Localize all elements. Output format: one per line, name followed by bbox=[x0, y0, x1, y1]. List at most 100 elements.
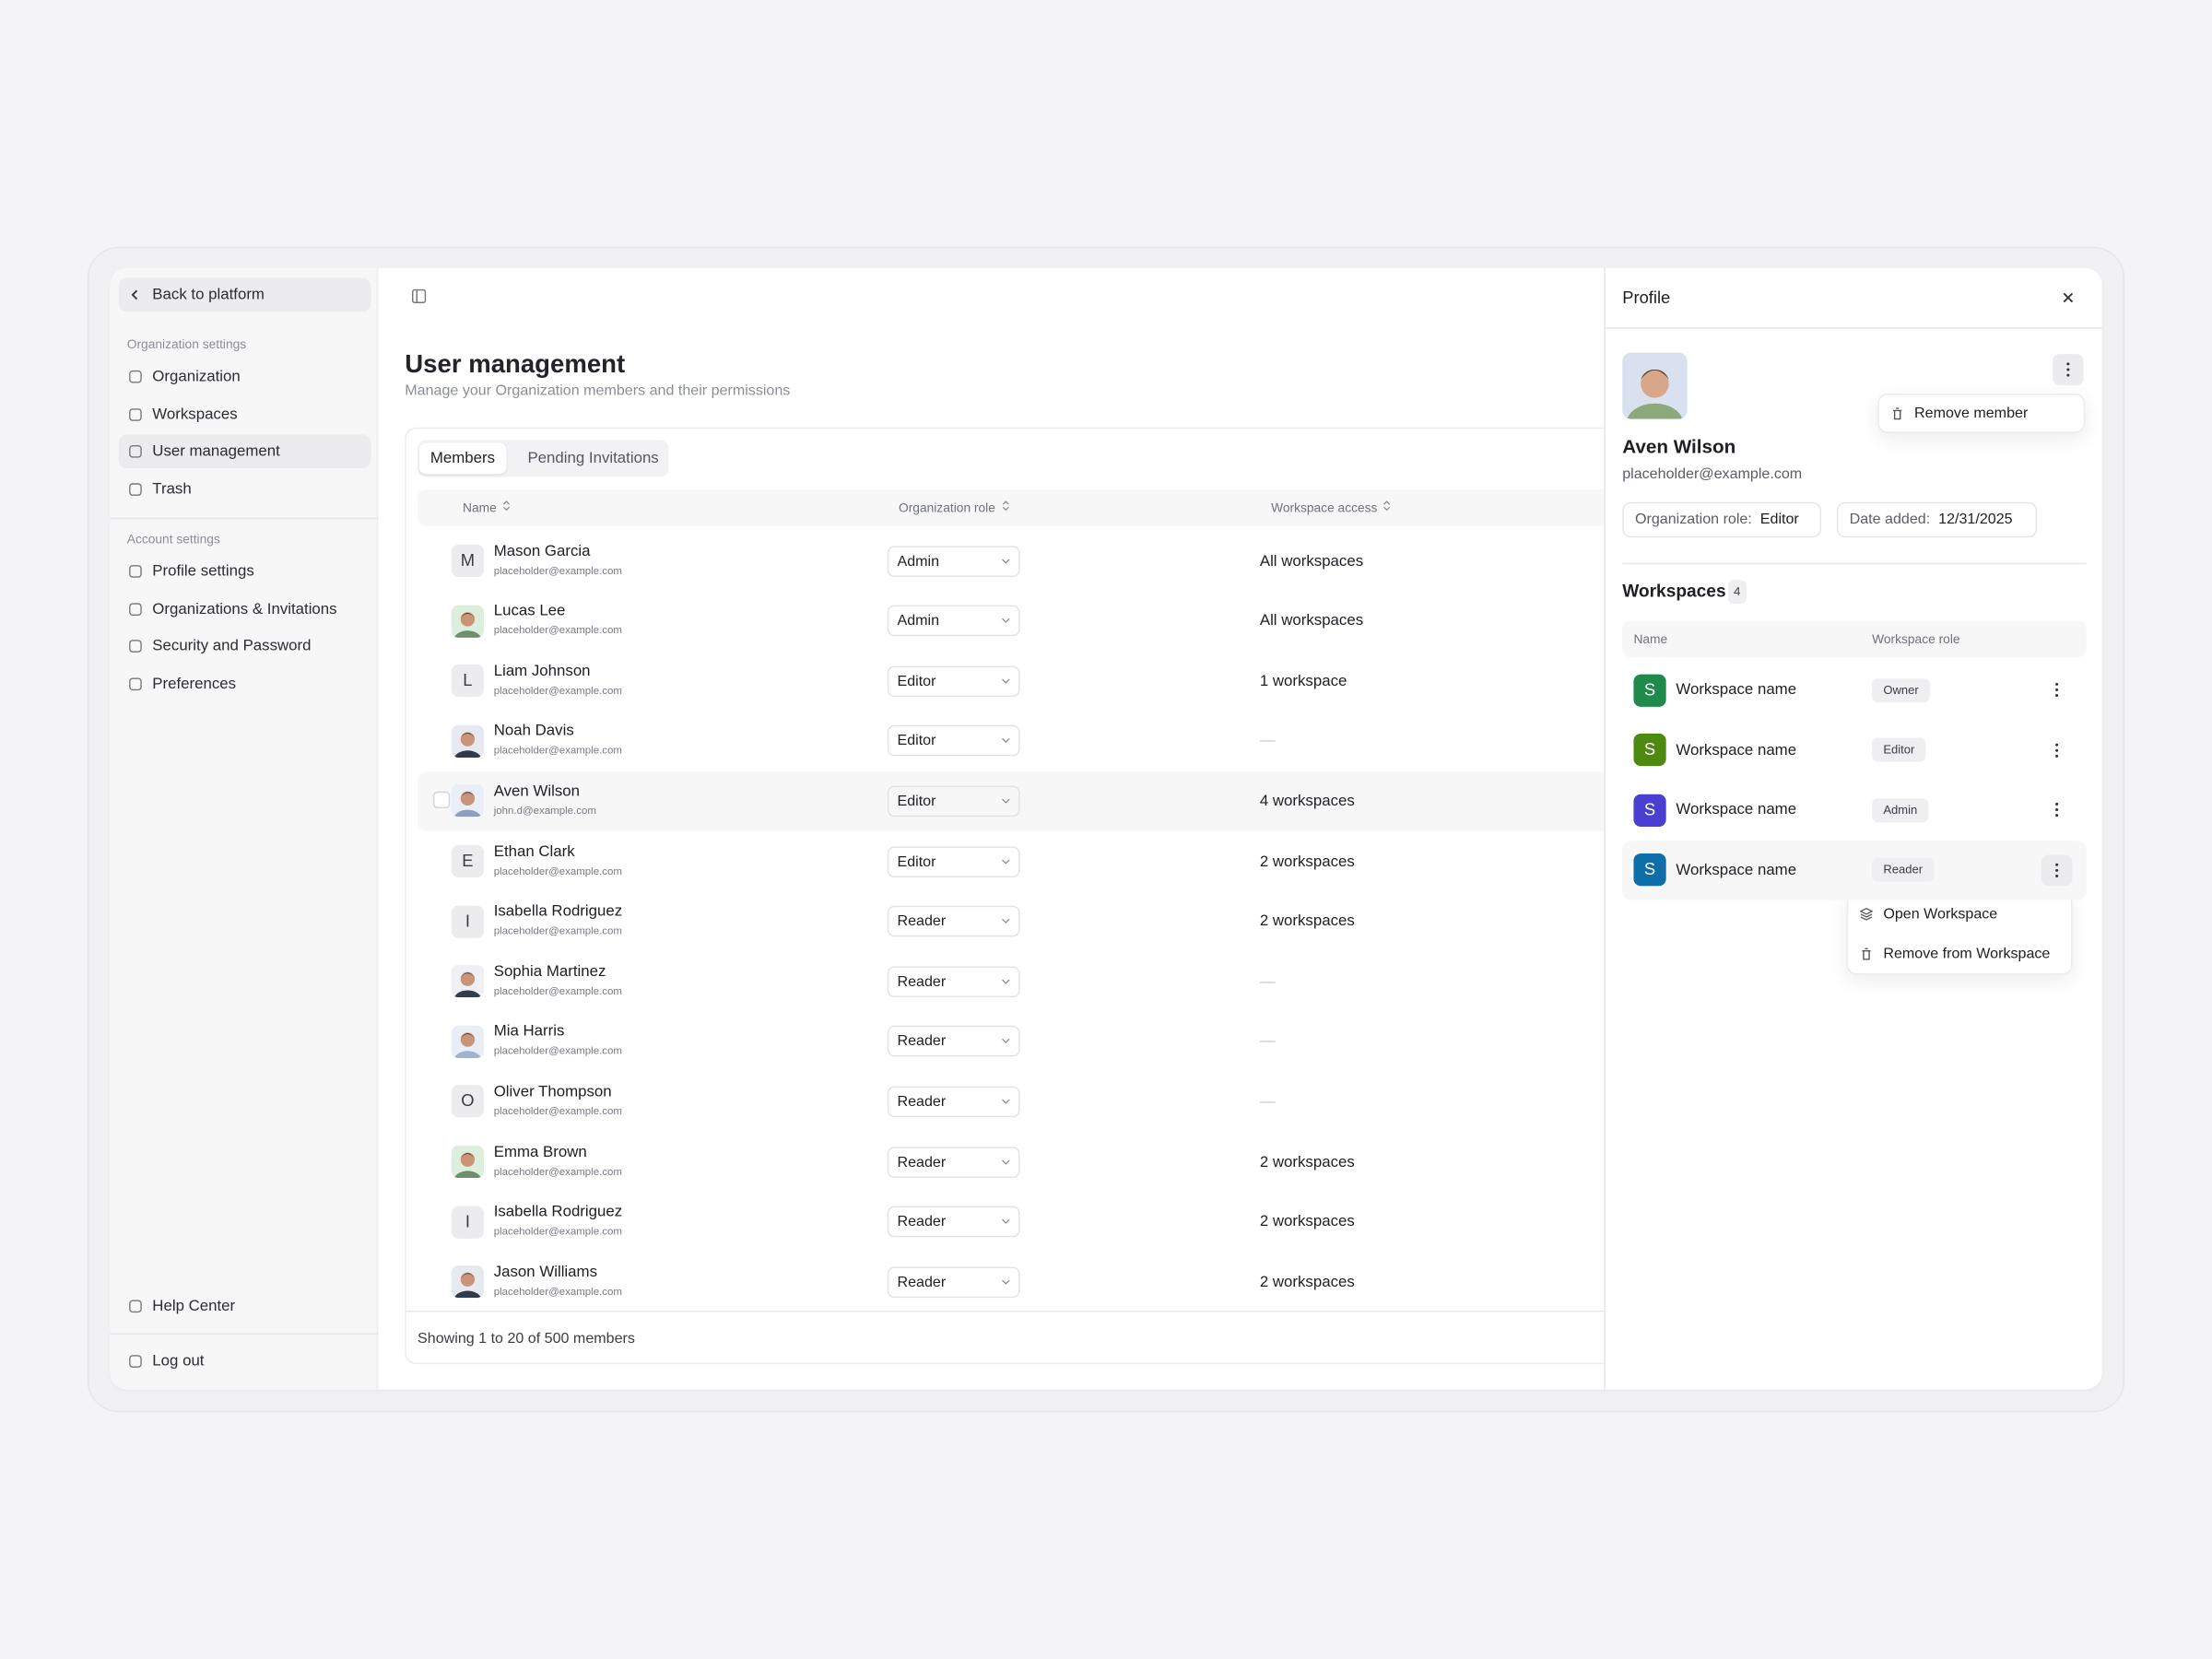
member-row[interactable]: L Liam Johnson placeholder@example.com Edit… bbox=[418, 652, 1619, 711]
close-icon bbox=[2063, 292, 2074, 303]
workspace-row[interactable]: S Workspace name Reader bbox=[1622, 840, 2087, 900]
tab[interactable]: Members bbox=[418, 442, 507, 475]
window: Back to platform Organization settings A… bbox=[110, 267, 2102, 1390]
member-row[interactable]: I Isabella Rodriguez placeholder@example.c… bbox=[418, 1193, 1619, 1252]
nav-item[interactable]: Organizations & Invitations bbox=[119, 592, 371, 626]
member-name: Liam Johnson bbox=[493, 662, 591, 680]
nav-item[interactable]: Preferences bbox=[119, 666, 371, 700]
member-row[interactable]: Noah Davis placeholder@example.com Editor — bbox=[418, 712, 1619, 771]
chevron bbox=[1002, 979, 1010, 984]
tab[interactable]: Pending Invitations bbox=[527, 450, 659, 467]
column-header[interactable]: Workspace access bbox=[1271, 489, 1392, 526]
avatar: I bbox=[451, 1206, 484, 1239]
back-text: Back to platform bbox=[152, 286, 265, 304]
member-row[interactable]: E Ethan Clark placeholder@example.com Edito… bbox=[418, 831, 1619, 890]
column-title: Workspace access bbox=[1271, 500, 1378, 515]
nav-item[interactable]: Trash bbox=[119, 472, 371, 506]
chip-value: Editor bbox=[1759, 511, 1799, 528]
role-select[interactable]: Reader bbox=[887, 1206, 1020, 1238]
workspace-menu-button[interactable] bbox=[2041, 675, 2073, 706]
nav-text: Organizations & Invitations bbox=[152, 600, 337, 618]
nav-item[interactable]: Security and Password bbox=[119, 629, 371, 664]
role-select[interactable]: Editor bbox=[887, 785, 1020, 818]
role-select[interactable]: Reader bbox=[887, 1146, 1020, 1178]
nav-item[interactable]: Profile settings bbox=[119, 555, 371, 589]
profile-photo bbox=[1622, 352, 1688, 419]
role-select[interactable]: Admin bbox=[887, 605, 1020, 637]
nav-item[interactable]: Help Center bbox=[119, 1289, 371, 1324]
workspace-access: 2 workspaces bbox=[1259, 1273, 1355, 1291]
role-select[interactable]: Reader bbox=[887, 965, 1020, 997]
chevron bbox=[1002, 858, 1010, 864]
nav-icon bbox=[129, 407, 142, 421]
member-row[interactable]: Sophia Martinez placeholder@example.com Re… bbox=[418, 952, 1619, 1011]
nav-text: Preferences bbox=[152, 675, 237, 692]
member-row[interactable]: Lucas Lee placeholder@example.com Admin All… bbox=[418, 591, 1619, 650]
member-row[interactable]: Aven Wilson john.d@example.com Editor 4 wor… bbox=[418, 771, 1620, 831]
menu-text: Open Workspace bbox=[1883, 905, 1998, 924]
nav-item[interactable]: Log out bbox=[119, 1345, 371, 1379]
chevron bbox=[1002, 1159, 1010, 1164]
avatar bbox=[451, 1025, 484, 1058]
photo-figure bbox=[1627, 370, 1683, 419]
profile-menu-button[interactable] bbox=[2053, 354, 2084, 385]
role-select[interactable]: Reader bbox=[887, 1026, 1020, 1057]
role-select[interactable]: Reader bbox=[887, 905, 1020, 937]
chip-value: 12/31/2025 bbox=[1938, 511, 2013, 528]
workspace-row[interactable]: S Workspace name Editor bbox=[1622, 721, 2087, 780]
member-name: Mia Harris bbox=[493, 1023, 565, 1041]
sidebar: Back to platform Organization settings A… bbox=[110, 267, 379, 1390]
profile-name: Aven Wilson bbox=[1622, 435, 1736, 457]
menu-text: Remove from Workspace bbox=[1883, 945, 2051, 962]
role-select[interactable]: Editor bbox=[887, 725, 1020, 757]
workspace-menu-button[interactable] bbox=[2041, 735, 2073, 766]
member-row[interactable]: Jason Williams placeholder@example.com Rea… bbox=[418, 1253, 1619, 1312]
nav-item[interactable]: User management bbox=[118, 434, 371, 469]
row-checkbox[interactable] bbox=[432, 791, 451, 808]
role-text: Admin bbox=[897, 552, 940, 570]
column-header[interactable]: Organization role bbox=[899, 489, 1009, 526]
nav-item[interactable]: Organization bbox=[119, 359, 371, 394]
member-name: Noah Davis bbox=[493, 723, 574, 740]
table-footer: Showing 1 to 20 of 500 members bbox=[418, 1330, 635, 1347]
workspace-menu-button[interactable] bbox=[2041, 854, 2073, 886]
member-row[interactable]: Mia Harris placeholder@example.com Reader — bbox=[418, 1012, 1619, 1071]
role-select[interactable]: Editor bbox=[887, 665, 1020, 697]
role-text: Editor bbox=[897, 732, 936, 750]
member-name: Jason Williams bbox=[493, 1263, 597, 1281]
nav-text: Help Center bbox=[152, 1298, 236, 1315]
menu-item[interactable]: Open Workspace bbox=[1848, 901, 2071, 927]
member-email: placeholder@example.com bbox=[493, 1284, 622, 1298]
member-row[interactable]: Emma Brown placeholder@example.com Reader 2… bbox=[418, 1132, 1619, 1191]
workspaces-title: Workspaces bbox=[1622, 581, 1726, 602]
role-select[interactable]: Editor bbox=[887, 845, 1020, 877]
workspace-role: Admin bbox=[1872, 797, 1929, 822]
trash-icon bbox=[1893, 407, 1902, 420]
nav-item[interactable]: Workspaces bbox=[119, 397, 371, 431]
sort-icon bbox=[1383, 500, 1391, 512]
workspace-access: — bbox=[1259, 972, 1276, 991]
workspace-row[interactable]: S Workspace name Admin bbox=[1622, 781, 2087, 840]
back-button[interactable]: Back to platform bbox=[118, 277, 371, 312]
role-select[interactable]: Reader bbox=[887, 1266, 1020, 1298]
nav-icon bbox=[129, 482, 142, 496]
menu-item[interactable]: Remove from Workspace bbox=[1848, 941, 2071, 967]
member-row[interactable]: M Mason Garcia placeholder@example.com Admi… bbox=[418, 531, 1619, 590]
sidebar-toggle[interactable] bbox=[411, 288, 427, 304]
member-email: placeholder@example.com bbox=[493, 983, 622, 997]
column-header[interactable]: Name bbox=[463, 489, 511, 526]
member-name: Aven Wilson bbox=[493, 782, 580, 800]
chevron bbox=[1002, 798, 1010, 804]
kebab-icon bbox=[2055, 803, 2059, 818]
role-select[interactable]: Admin bbox=[887, 545, 1020, 577]
remove-member[interactable]: Remove member bbox=[1879, 401, 2028, 427]
member-name: Isabella Rodriguez bbox=[493, 902, 623, 921]
member-row[interactable]: I Isabella Rodriguez placeholder@example.c… bbox=[418, 891, 1619, 950]
role-text: Reader bbox=[897, 1273, 947, 1291]
close-button[interactable] bbox=[2053, 282, 2084, 313]
member-row[interactable]: O Oliver Thompson placeholder@example.com R… bbox=[418, 1072, 1619, 1131]
role-select[interactable]: Reader bbox=[887, 1086, 1020, 1118]
workspace-menu-button[interactable] bbox=[2041, 794, 2073, 826]
workspace-row[interactable]: S Workspace name Owner bbox=[1622, 660, 2087, 719]
sort-icon bbox=[503, 500, 511, 512]
